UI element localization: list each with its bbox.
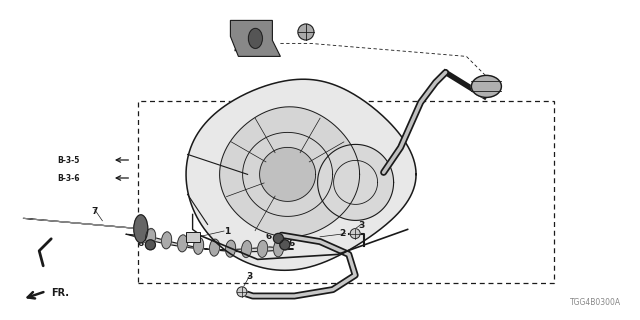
- Text: 3: 3: [246, 272, 253, 281]
- Ellipse shape: [134, 215, 148, 243]
- Ellipse shape: [472, 76, 501, 97]
- Circle shape: [350, 228, 360, 239]
- Text: 6: 6: [288, 239, 294, 248]
- Text: 7: 7: [92, 207, 98, 216]
- Circle shape: [298, 24, 314, 40]
- Text: 2: 2: [339, 229, 346, 238]
- Text: 6: 6: [138, 239, 144, 248]
- Polygon shape: [220, 107, 360, 237]
- Text: TGG4B0300A: TGG4B0300A: [570, 298, 621, 307]
- Ellipse shape: [209, 239, 220, 256]
- Ellipse shape: [161, 232, 172, 249]
- Text: FR.: FR.: [51, 288, 69, 298]
- Text: B-3-6: B-3-6: [58, 173, 80, 182]
- Text: 5: 5: [307, 26, 313, 35]
- Polygon shape: [23, 218, 153, 230]
- Text: 3: 3: [358, 221, 365, 230]
- Ellipse shape: [225, 240, 236, 257]
- Circle shape: [145, 240, 156, 250]
- Ellipse shape: [248, 28, 262, 48]
- Polygon shape: [260, 148, 316, 201]
- Circle shape: [237, 287, 247, 297]
- Bar: [138, 101, 554, 283]
- Polygon shape: [230, 20, 280, 56]
- Ellipse shape: [145, 228, 156, 245]
- Text: 1: 1: [224, 228, 230, 236]
- Circle shape: [280, 240, 290, 250]
- Polygon shape: [125, 234, 294, 252]
- Ellipse shape: [273, 240, 284, 257]
- Ellipse shape: [193, 237, 204, 254]
- Polygon shape: [317, 144, 394, 220]
- Polygon shape: [186, 79, 416, 270]
- Text: 6: 6: [266, 232, 272, 241]
- Text: 4: 4: [234, 45, 240, 54]
- Text: B-3-5: B-3-5: [58, 156, 80, 164]
- Ellipse shape: [177, 235, 188, 252]
- Circle shape: [273, 233, 284, 244]
- Bar: [186, 232, 200, 243]
- Ellipse shape: [257, 240, 268, 257]
- Ellipse shape: [241, 241, 252, 258]
